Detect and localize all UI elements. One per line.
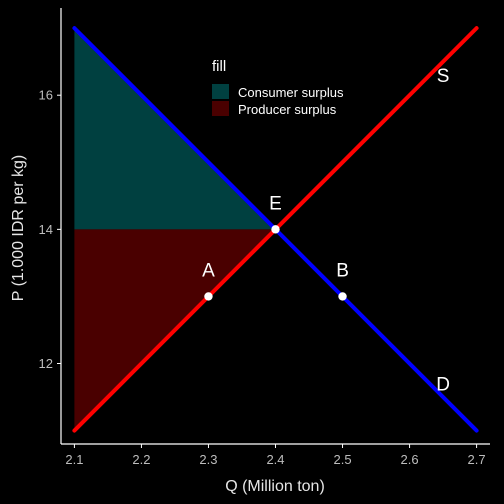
x-axis-ticks: 2.1 2.2 2.3 2.4 2.5 2.6 2.7: [65, 444, 486, 467]
curve-labels: SD: [436, 66, 450, 396]
legend-label-producer: Producer surplus: [238, 102, 337, 117]
legend: fill Consumer surplus Producer surplus: [212, 58, 344, 117]
y-tick-label: 14: [39, 222, 53, 237]
point-label-a: A: [202, 260, 215, 281]
curve-label-s: S: [437, 66, 450, 87]
curve-label-d: D: [436, 375, 450, 396]
x-tick-label: 2.1: [65, 452, 83, 467]
point-a: [204, 292, 213, 301]
point-e: [271, 225, 280, 234]
y-tick-label: 16: [39, 88, 53, 103]
x-tick-label: 2.7: [468, 452, 486, 467]
legend-swatch-producer: [212, 101, 229, 116]
point-label-b: B: [336, 260, 349, 281]
x-tick-label: 2.3: [199, 452, 217, 467]
point-b: [338, 292, 347, 301]
y-axis-ticks: 12 14 16: [39, 88, 61, 371]
y-tick-label: 12: [39, 356, 53, 371]
legend-label-consumer: Consumer surplus: [238, 85, 344, 100]
x-tick-label: 2.2: [132, 452, 150, 467]
point-label-e: E: [269, 193, 282, 214]
legend-title: fill: [212, 58, 226, 75]
x-tick-label: 2.4: [266, 452, 284, 467]
x-tick-label: 2.5: [333, 452, 351, 467]
equilibrium-points: A E B: [202, 193, 349, 301]
legend-swatch-consumer: [212, 84, 229, 99]
y-axis-title: P (1.000 IDR per kg): [10, 155, 27, 301]
x-tick-label: 2.6: [401, 452, 419, 467]
x-axis-title: Q (Million ton): [225, 478, 325, 495]
